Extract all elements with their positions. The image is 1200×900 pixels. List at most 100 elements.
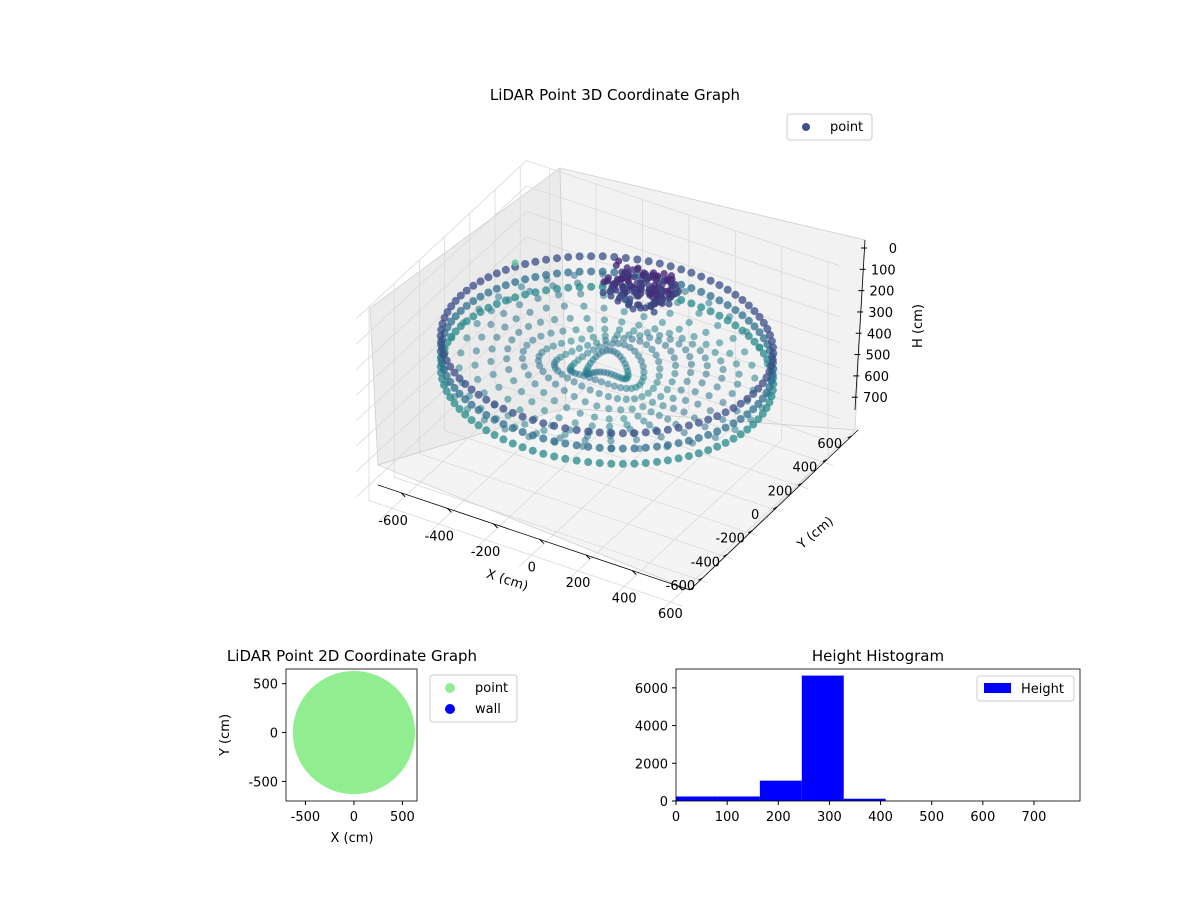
x-tick-label: 400 <box>612 592 637 607</box>
point-3d <box>509 440 517 448</box>
point-3d <box>729 390 736 397</box>
z-tick-label: 300 <box>868 306 893 321</box>
y-tick-label: 200 <box>768 484 793 499</box>
point-3d <box>638 393 645 400</box>
point-3d <box>715 281 723 289</box>
point-3d <box>675 424 683 432</box>
point-3d <box>456 405 464 413</box>
point-3d <box>541 407 548 414</box>
point-3d <box>499 435 507 443</box>
point-3d <box>550 453 558 461</box>
chart3d-title: LiDAR Point 3D Coordinate Graph <box>490 86 740 104</box>
z-tick-label: 500 <box>866 349 891 364</box>
point-3d <box>505 366 512 373</box>
point-3d <box>475 421 483 429</box>
point-3d <box>571 393 578 400</box>
point-3d <box>704 446 712 454</box>
point-3d <box>606 415 613 422</box>
point-3d <box>610 280 617 287</box>
point-3d <box>692 388 699 395</box>
point-3d <box>654 379 661 386</box>
point-3d <box>461 380 469 388</box>
point-3d <box>707 292 715 300</box>
point-3d <box>610 268 618 276</box>
chart2d-legend-wall-marker <box>445 704 455 714</box>
point-3d <box>602 332 609 339</box>
z-tick-label: 600 <box>864 370 889 385</box>
x-tick-label: 0 <box>350 810 358 825</box>
point-3d <box>695 449 703 457</box>
point-3d <box>738 327 746 335</box>
point-3d <box>686 319 693 326</box>
point-3d <box>635 322 642 329</box>
point-3d <box>720 366 727 373</box>
point-3d <box>656 332 663 339</box>
point-3d <box>590 334 597 341</box>
point-3d <box>666 330 673 337</box>
point-3d <box>484 273 492 281</box>
point-3d <box>664 456 672 464</box>
point-3d <box>553 285 561 293</box>
y-tick-label: 600 <box>817 437 842 452</box>
chart2d-xlabel: X (cm) <box>331 831 374 846</box>
point-3d <box>461 395 469 403</box>
point-3d <box>690 333 697 340</box>
point-3d <box>675 439 683 447</box>
point-3d <box>487 358 494 365</box>
chart3d-legend: point <box>787 114 872 140</box>
point-3d <box>509 424 517 432</box>
point-3d <box>518 388 525 395</box>
point-3d <box>587 268 595 276</box>
point-3d <box>474 320 481 327</box>
point-3d <box>475 406 483 414</box>
point-3d <box>519 413 527 421</box>
point-3d <box>695 434 703 442</box>
point-3d <box>643 341 650 348</box>
point-3d <box>531 288 539 296</box>
point-3d <box>468 386 476 394</box>
point-3d <box>567 315 574 322</box>
point-3d <box>653 443 661 451</box>
point-3d <box>745 302 753 310</box>
x-tick-label: 600 <box>970 810 995 825</box>
point-3d <box>576 283 584 291</box>
y-tick-label: -400 <box>691 555 721 570</box>
point-3d <box>561 455 569 463</box>
point-3d <box>695 419 703 427</box>
point-3d <box>648 408 655 415</box>
y-tick-label: 0 <box>660 795 668 810</box>
point-3d <box>547 330 554 337</box>
point-3d <box>553 254 561 262</box>
point-3d <box>679 335 686 342</box>
point-3d <box>704 362 711 369</box>
point-3d <box>519 428 527 436</box>
point-3d <box>707 277 715 285</box>
point-3d <box>656 412 663 419</box>
point-3d <box>576 252 584 260</box>
point-3d <box>664 277 671 284</box>
point-3d <box>664 426 672 434</box>
point-3d <box>564 374 571 381</box>
point-3d <box>572 419 579 426</box>
point-3d <box>474 376 481 383</box>
point-3d <box>687 369 694 376</box>
point-3d <box>511 293 519 301</box>
point-3d <box>649 399 656 406</box>
point-3d <box>730 404 738 412</box>
point-3d <box>707 307 715 315</box>
point-3d <box>542 286 550 294</box>
point-3d <box>484 289 492 297</box>
point-3d <box>521 260 529 268</box>
point-3d <box>630 327 637 334</box>
point-3d <box>614 395 621 402</box>
point-3d <box>495 293 502 300</box>
x-tick-label: -600 <box>378 514 408 529</box>
point-3d <box>730 335 737 342</box>
point-3d <box>576 345 583 352</box>
hist-bar <box>718 796 760 801</box>
hist-legend-swatch <box>984 683 1011 693</box>
point-3d <box>659 319 666 326</box>
chart2d-legend-wall-label: wall <box>475 702 501 717</box>
point-3d <box>664 386 671 393</box>
